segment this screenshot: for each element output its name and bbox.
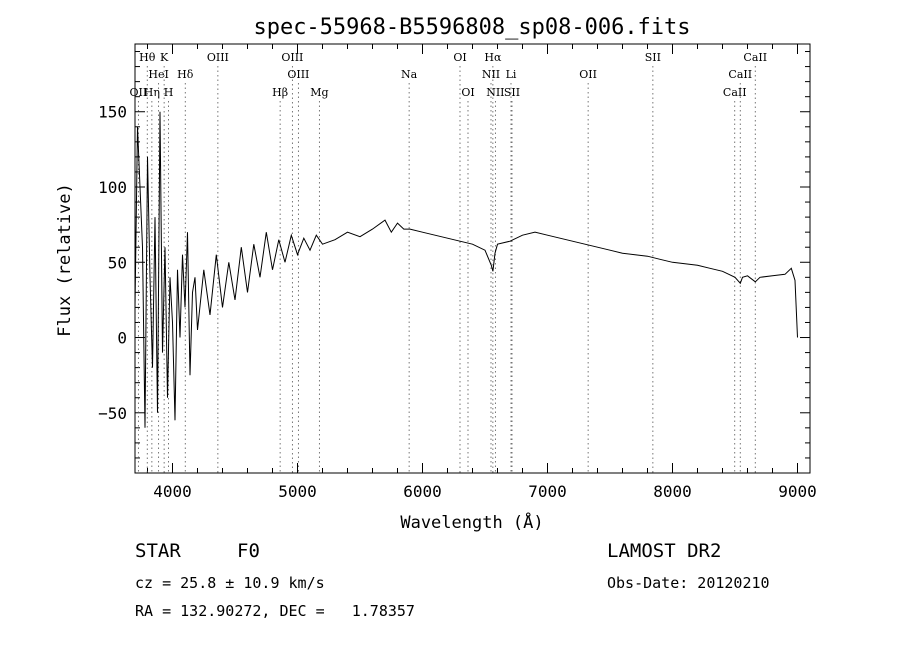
- spectral-line-label: OII: [579, 68, 597, 81]
- x-axis-label: Wavelength (Å): [400, 511, 543, 533]
- spectral-line-label: Mg: [310, 86, 328, 99]
- spectral-line-label: CaII: [743, 51, 767, 64]
- spectral-line-label: Hθ: [139, 51, 156, 64]
- spectral-line-label: Hα: [484, 51, 502, 64]
- spectral-line-label: CaII: [723, 86, 747, 99]
- spectral-line-label: OI: [461, 86, 474, 99]
- spectral-line-label: Hη: [144, 86, 160, 99]
- survey-name: LAMOST DR2: [607, 540, 722, 562]
- x-tick-label: 9000: [778, 482, 817, 501]
- axis-ticks: 4000 5000 6000 7000 8000 9000 −50 0 50 100 150: [98, 44, 817, 501]
- object-class: STAR: [135, 540, 181, 562]
- spectral-line-label: Hβ: [272, 86, 288, 99]
- ra-dec-coordinates: RA = 132.90272, DEC = 1.78357: [135, 602, 415, 620]
- x-tick-label: 7000: [528, 482, 567, 501]
- spectral-line-label: Na: [401, 68, 418, 81]
- spectral-line-label: OI: [453, 51, 466, 64]
- spectral-line-label: OIII: [207, 51, 229, 64]
- spectral-line-label: NII: [482, 68, 500, 81]
- redshift-velocity: cz = 25.8 ± 10.9 km/s: [135, 574, 325, 592]
- plot-frame: [134, 43, 811, 474]
- spectral-line-label: OIII: [287, 68, 309, 81]
- x-tick-label: 5000: [278, 482, 317, 501]
- spectral-line-label: H: [164, 86, 174, 99]
- x-tick-label: 4000: [153, 482, 192, 501]
- spectral-line-label: SII: [645, 51, 661, 64]
- y-tick-label: 100: [98, 178, 127, 197]
- chart-title: spec-55968-B5596808_sp08-006.fits: [253, 15, 690, 40]
- spectral-line-label: NII: [486, 86, 504, 99]
- spectral-line-label: Hδ: [177, 68, 194, 81]
- spectral-line-label: CaII: [728, 68, 752, 81]
- object-subclass: F0: [237, 540, 260, 562]
- y-tick-label: 50: [108, 253, 127, 272]
- spectral-line-label: HeI: [148, 68, 168, 81]
- x-tick-label: 8000: [653, 482, 692, 501]
- y-tick-label: −50: [98, 404, 127, 423]
- observation-date: Obs-Date: 20120210: [607, 574, 770, 592]
- spectral-line-label: Li: [506, 68, 517, 81]
- spectral-line-label: SII: [504, 86, 520, 99]
- x-tick-label: 6000: [403, 482, 442, 501]
- spectral-line-label: OIII: [281, 51, 303, 64]
- flux-series-line: [134, 111, 798, 428]
- y-tick-label: 0: [117, 329, 127, 348]
- y-axis-label: Flux (relative): [55, 183, 75, 337]
- y-tick-label: 150: [98, 103, 127, 122]
- spectral-line-label: OII: [130, 86, 148, 99]
- spectral-line-label: K: [160, 51, 169, 64]
